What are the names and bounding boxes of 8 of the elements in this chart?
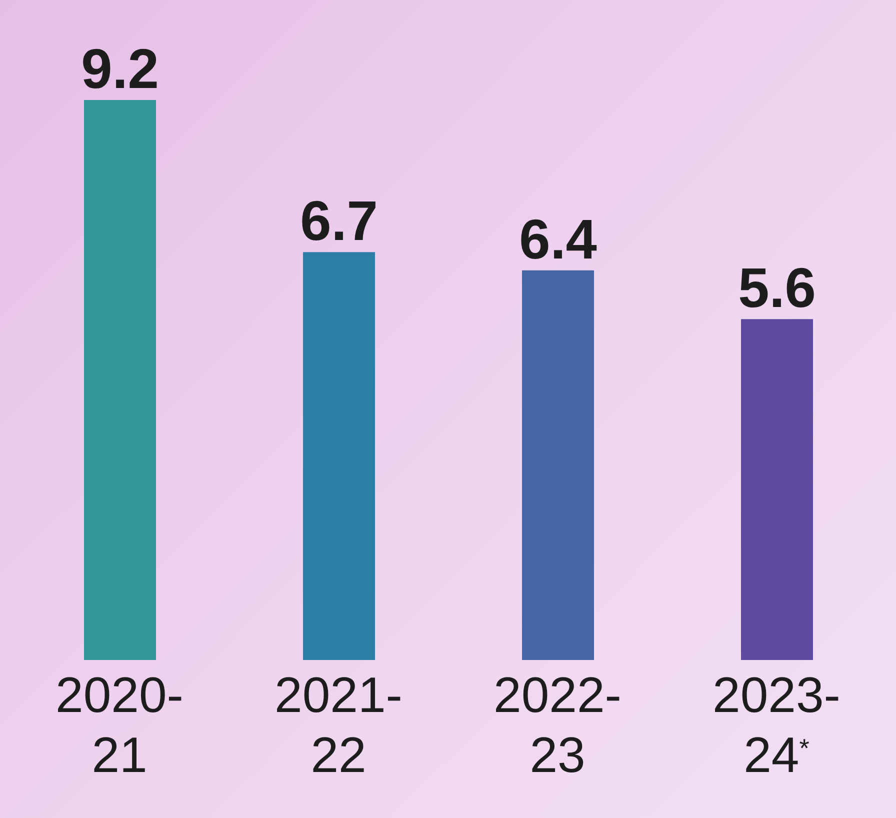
data-label: 5.6 bbox=[738, 256, 816, 320]
x-tick-label: 2023-24$^{*}$ bbox=[712, 667, 840, 783]
x-tick-label: 2021-22 bbox=[274, 667, 402, 783]
x-tick-label: 2020-21 bbox=[56, 667, 184, 783]
data-label: 6.7 bbox=[300, 189, 378, 252]
data-label: 6.4 bbox=[519, 207, 597, 270]
x-tick-label: 2022-23 bbox=[494, 667, 622, 783]
data-label: 9.2 bbox=[81, 37, 159, 100]
